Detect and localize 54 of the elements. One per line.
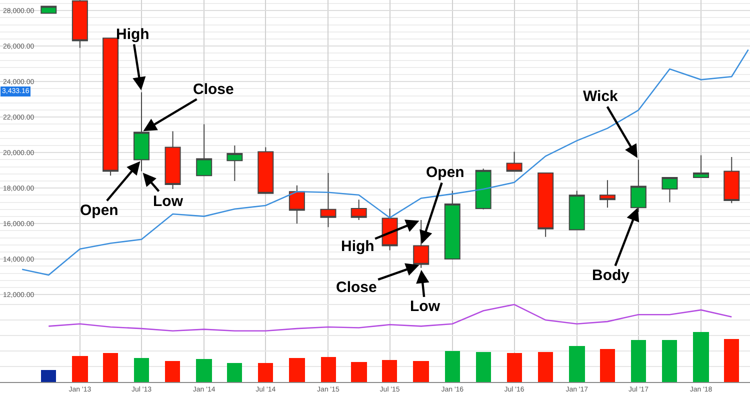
bar	[445, 350, 460, 382]
candlestick	[475, 168, 492, 210]
bar	[413, 360, 429, 382]
candlestick	[568, 190, 585, 230]
annotation: Low	[410, 298, 440, 315]
candlestick	[662, 176, 678, 203]
annotation: Open	[426, 164, 464, 181]
bar	[724, 338, 739, 382]
candlestick	[724, 156, 740, 204]
candlestick	[196, 124, 212, 176]
bar	[227, 362, 242, 382]
candlestick	[40, 6, 57, 14]
candlestick	[288, 184, 305, 224]
bar	[600, 348, 615, 382]
bar	[72, 356, 88, 382]
candlestick	[444, 190, 460, 260]
annotation: High	[116, 26, 150, 43]
bar	[382, 360, 397, 382]
annotation: Low	[153, 193, 184, 210]
bar	[103, 352, 118, 382]
bar	[321, 356, 336, 382]
bar	[662, 340, 677, 382]
bar	[196, 358, 212, 382]
bar	[134, 358, 149, 382]
candlestick	[382, 208, 398, 251]
candlestick	[538, 172, 554, 238]
annotation: Close	[193, 81, 234, 98]
bar	[289, 358, 305, 382]
candlestick	[506, 151, 522, 172]
annotation: Close	[336, 279, 377, 296]
bar	[476, 352, 491, 382]
bar	[41, 370, 56, 382]
bar	[351, 362, 367, 382]
annotation: Body	[592, 267, 630, 284]
bar	[507, 352, 522, 382]
bar	[258, 362, 273, 382]
bar	[693, 332, 709, 382]
candlestick	[320, 172, 336, 228]
candlestick	[258, 146, 274, 194]
candlestick	[102, 38, 119, 176]
candlestick	[630, 159, 646, 213]
candlestick	[350, 199, 367, 221]
annotation: Wick	[583, 88, 619, 105]
candlestick	[693, 154, 710, 178]
bar	[569, 346, 585, 382]
candlestick	[72, 0, 88, 48]
bar	[538, 352, 553, 382]
bar	[631, 340, 646, 382]
annotation: High	[341, 238, 374, 255]
candlestick	[226, 145, 243, 182]
candlestick	[164, 130, 181, 190]
bar	[165, 360, 180, 382]
candlestick	[599, 180, 616, 208]
annotation: Open	[80, 202, 118, 219]
